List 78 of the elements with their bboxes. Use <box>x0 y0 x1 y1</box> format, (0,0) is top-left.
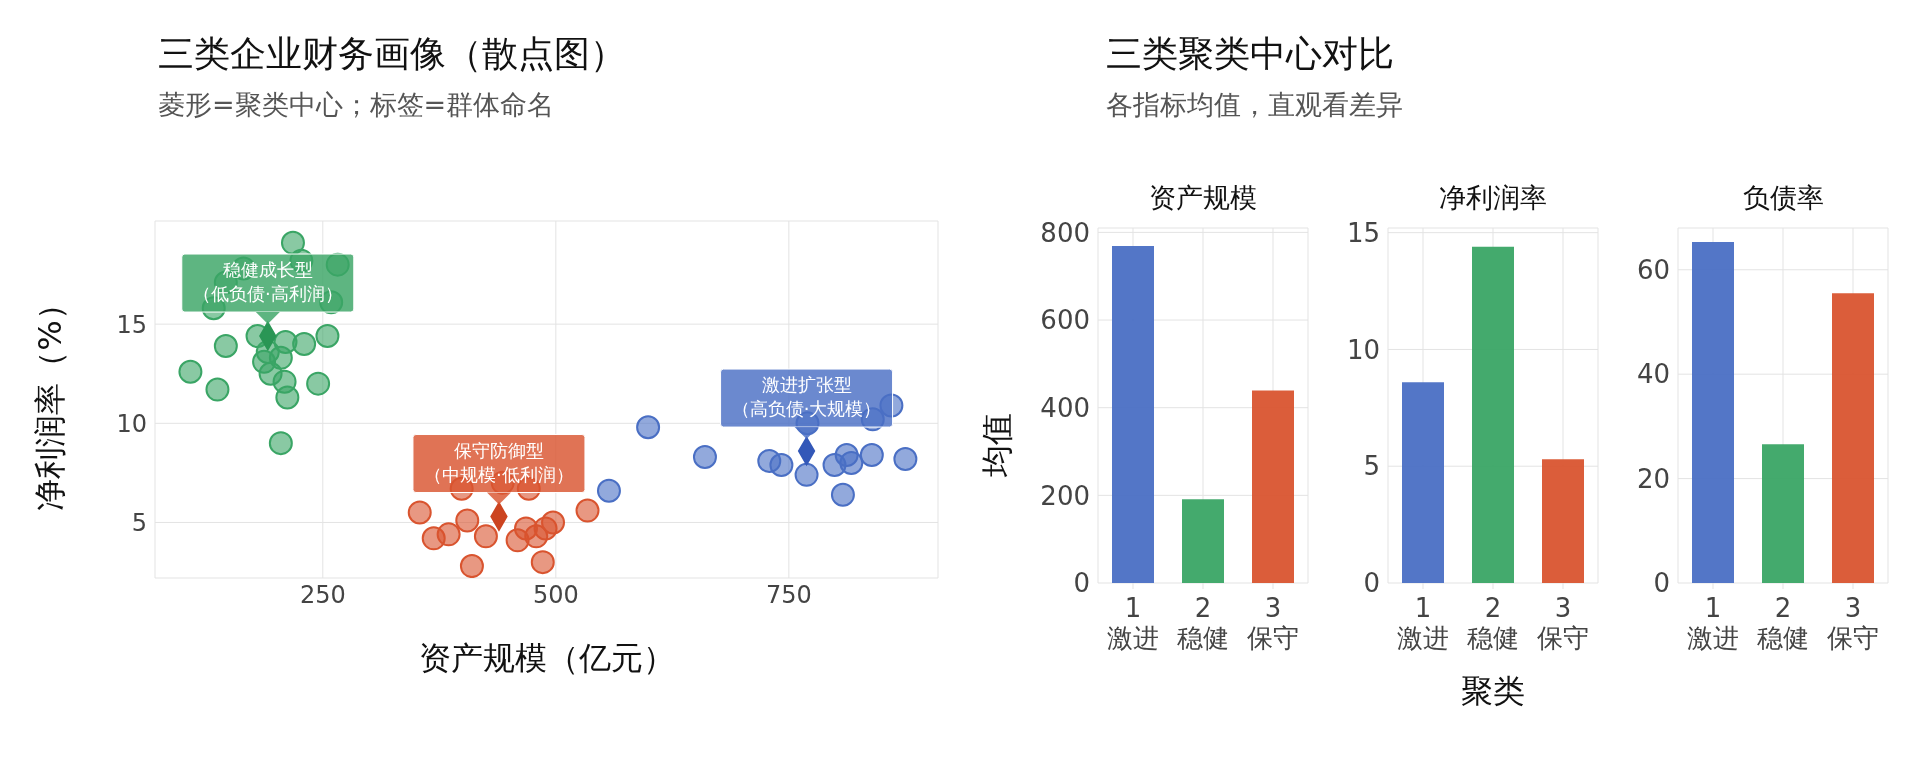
point <box>636 415 661 440</box>
y-tick-label: 5 <box>1363 451 1380 482</box>
y-tick-label: 10 <box>116 409 147 438</box>
y-tick-label: 400 <box>1040 392 1090 423</box>
point <box>859 443 884 468</box>
y-axis-title: 均值 <box>977 413 1017 477</box>
point <box>459 554 484 578</box>
point <box>280 230 305 255</box>
bar <box>1112 245 1154 583</box>
bar <box>1252 390 1294 583</box>
chart-title: 资产规模 <box>1148 181 1258 215</box>
x-tick-label: 1 激进 <box>1397 593 1449 653</box>
y-axis-title: 净利润率（%） <box>31 288 70 511</box>
x-tick-label: 1 激进 <box>1107 593 1159 653</box>
y-tick-label: 15 <box>1346 217 1380 248</box>
y-tick-label: 20 <box>1636 463 1670 494</box>
chart-title: 负债率 <box>1741 181 1825 215</box>
x-tick-label: 2 稳健 <box>1467 593 1519 653</box>
point <box>575 498 600 523</box>
y-tick-label: 60 <box>1636 254 1670 285</box>
x-tick-label: 250 <box>299 581 346 610</box>
x-tick-label: 3 保守 <box>1537 593 1589 653</box>
y-tick-label: 600 <box>1040 305 1090 336</box>
point <box>213 333 238 358</box>
point <box>513 516 538 541</box>
y-tick-label: 0 <box>1653 568 1670 599</box>
annotation: 激进扩张型（高负债·大规模） <box>731 374 882 420</box>
text: 三类聚类中心对比 <box>1106 32 1395 76</box>
annotation: 稳健成长型（低负债·高利润） <box>192 259 343 305</box>
point <box>268 431 293 456</box>
point <box>541 510 566 535</box>
chart-subtitle: 菱形=聚类中心；标签=群体命名 <box>158 88 556 122</box>
bar <box>1182 499 1224 583</box>
chart-title: 净利润率 <box>1438 181 1548 215</box>
point <box>273 330 298 354</box>
x-axis-title: 资产规模（亿元） <box>417 638 676 679</box>
point <box>834 443 859 468</box>
x-tick-label: 500 <box>532 581 579 610</box>
point <box>794 462 819 487</box>
bar <box>1832 293 1874 583</box>
point <box>407 500 432 525</box>
annotation: 保守防御型（中规模·低利润） <box>424 439 574 485</box>
x-tick-label: 3 保守 <box>1827 593 1879 653</box>
point <box>596 478 621 503</box>
point <box>178 359 203 384</box>
point <box>455 508 480 533</box>
x-tick-label: 750 <box>765 581 812 610</box>
point <box>692 445 717 469</box>
x-tick-label: 3 保守 <box>1247 593 1299 653</box>
x-tick-label: 2 稳健 <box>1177 593 1229 653</box>
y-tick-label: 15 <box>116 310 147 339</box>
y-tick-label: 10 <box>1346 334 1380 365</box>
point <box>436 522 461 547</box>
bar <box>1402 382 1444 583</box>
point <box>830 482 855 507</box>
chart-title: 三类企业财务画像（散点图） <box>158 32 627 76</box>
x-tick-label: 2 稳健 <box>1757 593 1809 653</box>
point <box>315 324 340 349</box>
y-tick-label: 0 <box>1363 568 1380 599</box>
bar <box>1472 246 1514 583</box>
y-tick-label: 800 <box>1040 217 1090 248</box>
y-tick-label: 40 <box>1636 359 1670 390</box>
x-axis-title: 聚类 <box>1460 671 1526 711</box>
y-tick-label: 5 <box>131 508 147 537</box>
point <box>275 385 300 410</box>
x-tick-label: 1 激进 <box>1687 593 1739 653</box>
bar <box>1542 459 1584 583</box>
point <box>205 377 230 402</box>
y-tick-label: 200 <box>1040 480 1090 511</box>
point <box>473 524 498 549</box>
point <box>769 452 794 477</box>
bar <box>1692 242 1734 583</box>
point <box>530 550 555 575</box>
bar <box>1762 444 1804 583</box>
point <box>306 371 331 396</box>
text: 各指标均值，直观看差异 <box>1106 88 1403 122</box>
y-tick-label: 0 <box>1073 568 1090 599</box>
point <box>893 447 918 471</box>
